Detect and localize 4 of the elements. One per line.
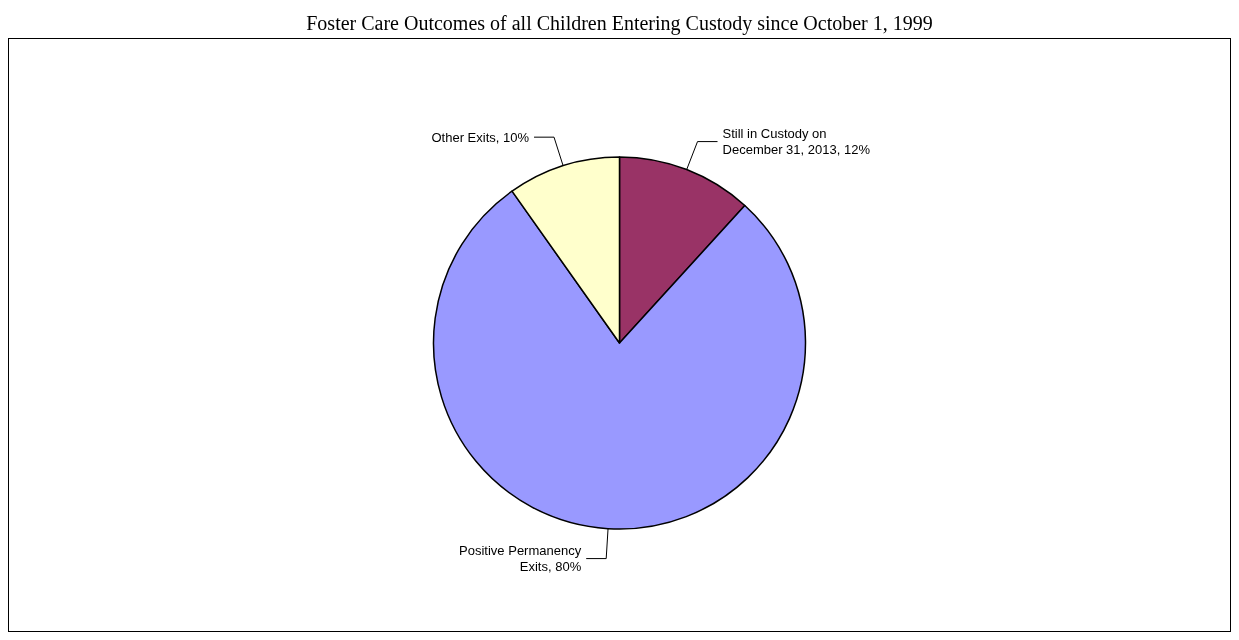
slice-label: Other Exits, 10% xyxy=(431,129,530,145)
slice-label: Positive Permanency Exits, 80% xyxy=(459,543,582,575)
chart-title: Foster Care Outcomes of all Children Entering Custody since October 1, 1999 xyxy=(306,12,933,35)
slice-label: Still in Custody on December 31, 2013, 12% xyxy=(722,126,871,158)
